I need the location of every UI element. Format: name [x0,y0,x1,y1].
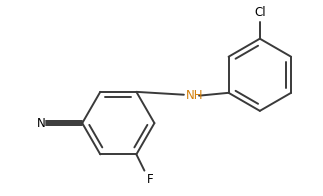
Text: NH: NH [186,89,203,102]
Text: Cl: Cl [254,6,266,19]
Text: F: F [147,172,154,185]
Text: N: N [36,117,45,130]
